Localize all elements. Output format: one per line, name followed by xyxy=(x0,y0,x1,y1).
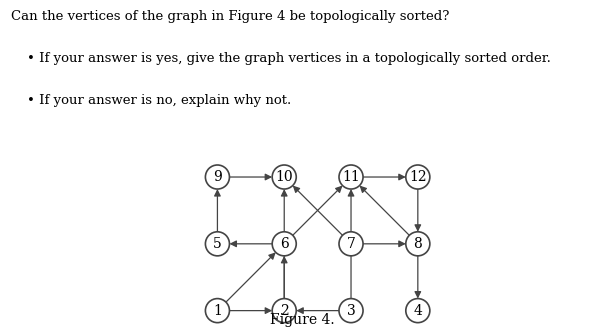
Circle shape xyxy=(272,165,296,189)
Circle shape xyxy=(206,165,229,189)
Circle shape xyxy=(339,165,363,189)
Text: 2: 2 xyxy=(280,304,289,318)
Text: Figure 4.: Figure 4. xyxy=(270,313,335,327)
Text: 6: 6 xyxy=(280,237,289,251)
Text: 8: 8 xyxy=(413,237,422,251)
Text: Can the vertices of the graph in Figure 4 be topologically sorted?: Can the vertices of the graph in Figure … xyxy=(11,10,450,23)
Text: • If your answer is no, explain why not.: • If your answer is no, explain why not. xyxy=(27,94,292,107)
Circle shape xyxy=(406,299,430,323)
Text: • If your answer is yes, give the graph vertices in a topologically sorted order: • If your answer is yes, give the graph … xyxy=(27,52,551,65)
Text: 3: 3 xyxy=(347,304,355,318)
Text: 9: 9 xyxy=(213,170,222,184)
Circle shape xyxy=(406,165,430,189)
Text: 4: 4 xyxy=(413,304,422,318)
Circle shape xyxy=(206,299,229,323)
Circle shape xyxy=(272,299,296,323)
Text: 5: 5 xyxy=(213,237,222,251)
Text: 10: 10 xyxy=(275,170,293,184)
Text: 11: 11 xyxy=(342,170,360,184)
Text: 12: 12 xyxy=(409,170,427,184)
Circle shape xyxy=(406,232,430,256)
Circle shape xyxy=(206,232,229,256)
Text: 7: 7 xyxy=(347,237,356,251)
Circle shape xyxy=(272,232,296,256)
Text: 1: 1 xyxy=(213,304,222,318)
Circle shape xyxy=(339,299,363,323)
Circle shape xyxy=(339,232,363,256)
